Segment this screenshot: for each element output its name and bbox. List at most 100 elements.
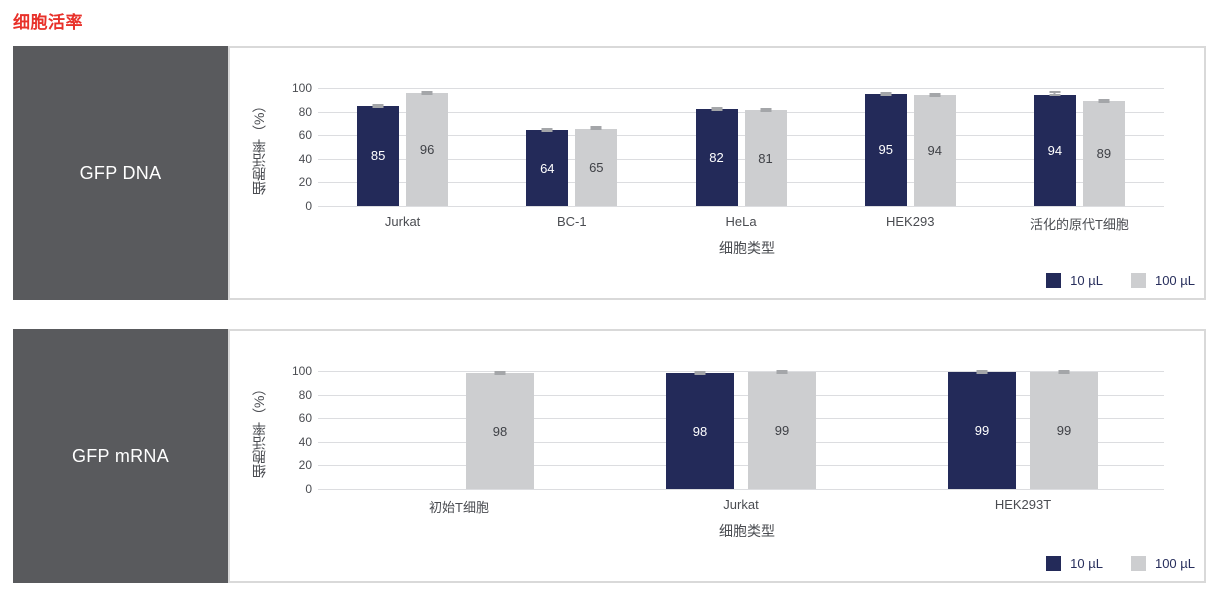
bar-pair: 95 94 — [864, 88, 956, 206]
error-bar-cap — [1058, 372, 1070, 375]
gridline — [318, 111, 1164, 113]
gridline — [318, 88, 1164, 89]
legend-swatch — [1046, 273, 1062, 288]
y-tick-label: 20 — [298, 458, 312, 473]
error-bar-cap — [694, 373, 706, 376]
legend: 10 µL 100 µL — [1046, 556, 1195, 571]
bar-value-label: 82 — [709, 150, 724, 166]
category-label: BC-1 — [556, 214, 587, 229]
bar-10-µl: 94 — [1033, 90, 1076, 206]
y-tick-label: 20 — [298, 175, 312, 190]
y-axis: 0 20 40 60 80 100 — [276, 365, 318, 495]
error-bar-stem — [595, 127, 598, 129]
sidebar-gfp-mrna: GFP mRNA — [13, 329, 228, 583]
error-bar — [711, 107, 722, 112]
chart-body: 细胞活率（%） 0 20 40 60 80 100 85 96 Jurkat 64 65 BC-1 82 8… — [230, 48, 1204, 298]
error-bar-cap — [929, 93, 941, 96]
legend-swatch — [1130, 273, 1146, 288]
legend-label: 10 µL — [1070, 273, 1103, 288]
error-bar — [1058, 370, 1070, 375]
panel-label: GFP mRNA — [71, 445, 170, 466]
error-bar-cap — [541, 128, 553, 131]
bar-value-label: 94 — [927, 143, 942, 159]
sidebar-gfp-dna: GFP DNA — [13, 46, 228, 300]
gridline — [318, 182, 1164, 184]
gridline — [318, 441, 1164, 443]
legend-item: 10 µL — [1046, 273, 1103, 288]
y-tick-label: 0 — [305, 199, 312, 213]
x-axis-title: 细胞类型 — [719, 240, 775, 256]
gridline — [318, 158, 1164, 160]
error-bar — [372, 103, 384, 108]
error-bar-cap — [711, 107, 722, 110]
error-bar-cap — [1049, 94, 1061, 97]
y-tick-label: 60 — [298, 411, 312, 426]
panel-gfp-dna: GFP DNA 细胞活率（%） 0 20 40 60 80 100 85 96 Jurkat 64 6… — [13, 46, 1206, 300]
legend: 10 µL 100 µL — [1046, 273, 1195, 288]
bar-value-label: 85 — [370, 148, 386, 164]
chart-gfp-dna: 细胞活率（%） 0 20 40 60 80 100 85 96 Jurkat 64 65 BC-1 82 8… — [228, 46, 1206, 300]
bar-value-label: 64 — [540, 160, 555, 176]
error-bar — [694, 371, 706, 376]
y-axis-title: 细胞活率（%） — [251, 381, 267, 479]
chart-gfp-mrna: 细胞活率（%） 0 20 40 60 80 100 98 初始T细胞 98 99 Jurkat 99 99… — [228, 329, 1206, 583]
error-bar-cap — [929, 95, 941, 98]
bar-10-µl: 98 — [666, 371, 734, 489]
bar-100-µl: 98 — [466, 371, 534, 489]
error-bar-cap — [776, 372, 788, 375]
error-bar — [590, 125, 602, 131]
bar-10-µl: 82 — [695, 107, 738, 206]
error-bar-cap — [711, 109, 722, 112]
bar-10-µl: 64 — [526, 128, 569, 206]
error-bar — [1049, 90, 1061, 97]
bar-10-µl: 95 — [864, 91, 907, 206]
bar-group: 95 94 HEK293 — [826, 88, 995, 229]
legend-label: 10 µL — [1070, 556, 1103, 571]
error-bar — [976, 370, 988, 375]
category-label: Jurkat — [384, 214, 421, 229]
error-bar-cap — [421, 92, 433, 95]
y-tick-label: 0 — [305, 482, 312, 496]
error-bar — [776, 370, 788, 375]
bar-100-µl: 96 — [406, 90, 449, 206]
plot-row: 细胞活率（%） 0 20 40 60 80 100 85 96 Jurkat 64 65 BC-1 82 8… — [242, 82, 1164, 232]
plot-area: 85 96 Jurkat 64 65 BC-1 82 81 HeLa 95 94 HEK293 94 89… — [318, 88, 1164, 232]
error-bar-cap — [760, 110, 771, 113]
error-bar-cap — [776, 370, 788, 373]
category-label: Jurkat — [723, 497, 759, 512]
bar-value-label: 99 — [1056, 423, 1072, 439]
legend-label: 100 µL — [1154, 556, 1195, 571]
bar-value-label: 95 — [878, 142, 893, 158]
legend-item: 10 µL — [1046, 556, 1103, 571]
y-tick-label: 100 — [291, 81, 312, 95]
error-bar-cap — [590, 125, 602, 128]
bar-100-µl: 81 — [744, 108, 787, 206]
bar-pair: 85 96 — [357, 88, 449, 206]
error-bar-cap — [1098, 100, 1110, 103]
category-label: HEK293T — [994, 497, 1052, 512]
error-bar-cap — [880, 93, 892, 96]
error-bar-cap — [694, 371, 706, 374]
legend-item: 100 µL — [1130, 556, 1195, 571]
error-bar — [541, 128, 553, 133]
gridline — [318, 206, 1164, 207]
bar-group: 85 96 Jurkat — [318, 88, 487, 229]
legend-swatch — [1130, 556, 1146, 571]
y-axis: 0 20 40 60 80 100 — [276, 82, 318, 212]
error-bar-cap — [372, 103, 384, 106]
bar-group: 82 81 HeLa — [656, 88, 825, 229]
bar-pair: 82 81 — [695, 88, 787, 206]
y-tick-label: 40 — [298, 151, 312, 166]
bar-100-µl: 99 — [1030, 370, 1098, 489]
bar-100-µl: 99 — [748, 370, 816, 489]
error-bar-cap — [880, 91, 892, 94]
panel-gfp-mrna: GFP mRNA 细胞活率（%） 0 20 40 60 80 100 98 初始T细胞 98 99 J… — [13, 329, 1206, 583]
error-bar-cap — [421, 90, 433, 93]
gridline — [318, 394, 1164, 396]
page-title: 细胞活率 — [13, 13, 83, 32]
bar-value-label: 89 — [1096, 145, 1112, 161]
gridline — [318, 418, 1164, 420]
plot-row: 细胞活率（%） 0 20 40 60 80 100 98 初始T细胞 98 99 Jurkat 99 99… — [242, 365, 1164, 515]
gridline — [318, 465, 1164, 467]
